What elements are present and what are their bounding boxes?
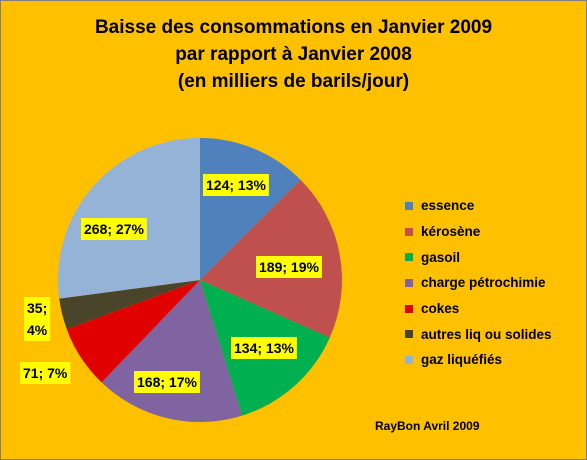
legend-swatch	[405, 201, 413, 210]
data-label-text: 35;	[27, 300, 47, 316]
data-label-0: 124; 13%	[203, 174, 269, 196]
data-label-text: 168; 17%	[137, 374, 197, 390]
legend-label: charge pétrochimie	[421, 275, 546, 291]
data-label-4: 71; 7%	[20, 362, 71, 384]
data-label-background	[81, 218, 147, 240]
legend-swatch	[405, 330, 413, 339]
data-label-text: 134; 13%	[234, 340, 294, 356]
legend: essence kérosène gasoil charge pétrochim…	[405, 193, 552, 373]
legend-label: gasoil	[421, 249, 461, 265]
data-label-background	[231, 337, 297, 359]
data-label-text: 4%	[27, 322, 48, 338]
legend-label: autres liq ou solides	[421, 326, 552, 342]
pie-slice-0	[200, 138, 301, 280]
title-line-3: (en milliers de barils/jour)	[177, 71, 410, 92]
title-line-2: par rapport à Janvier 2008	[175, 44, 412, 65]
legend-item-kerosene: kérosène	[405, 219, 552, 245]
pie-slice-5	[59, 280, 201, 330]
legend-swatch	[405, 355, 413, 364]
legend-item-gaz-liquefies: gaz liquéfiés	[405, 347, 552, 373]
data-label-5: 35;4%	[24, 297, 51, 341]
pie-slice-4	[66, 280, 200, 383]
data-labels: 124; 13% 189; 19% 134; 13% 168; 17% 71; 7% 35…	[20, 174, 322, 393]
data-label-2: 134; 13%	[231, 337, 297, 359]
legend-swatch	[405, 278, 413, 287]
credit-text: RayBon Avril 2009	[375, 419, 480, 433]
pie-slices	[57, 138, 343, 422]
legend-label: cokes	[421, 301, 460, 317]
title-line-1: Baisse des consommations en Janvier 2009	[94, 17, 493, 38]
data-label-1: 189; 19%	[256, 256, 322, 278]
data-label-text: 124; 13%	[206, 177, 266, 193]
data-label-text: 189; 19%	[259, 259, 319, 275]
data-label-background	[256, 256, 322, 278]
legend-label: gaz liquéfiés	[421, 352, 503, 368]
legend-item-gasoil: gasoil	[405, 244, 552, 270]
chart-title: Baisse des consommations en Janvier 2009…	[0, 14, 587, 95]
data-label-6: 268; 27%	[81, 218, 147, 240]
legend-item-charge-petrochimie: charge pétrochimie	[405, 270, 552, 296]
legend-swatch	[405, 304, 413, 313]
data-label-background	[20, 362, 71, 384]
data-label-text: 268; 27%	[84, 221, 144, 237]
legend-label: kérosène	[421, 224, 481, 240]
legend-label: essence	[421, 198, 475, 214]
legend-swatch	[405, 227, 413, 236]
data-label-text: 71; 7%	[23, 365, 68, 381]
legend-item-cokes: cokes	[405, 296, 552, 322]
data-label-3: 168; 17%	[134, 371, 200, 393]
legend-item-essence: essence	[405, 193, 552, 219]
legend-swatch	[405, 253, 413, 262]
data-label-background	[203, 174, 269, 196]
data-label-background	[134, 371, 200, 393]
legend-item-autres: autres liq ou solides	[405, 321, 552, 347]
data-label-background	[24, 297, 51, 341]
